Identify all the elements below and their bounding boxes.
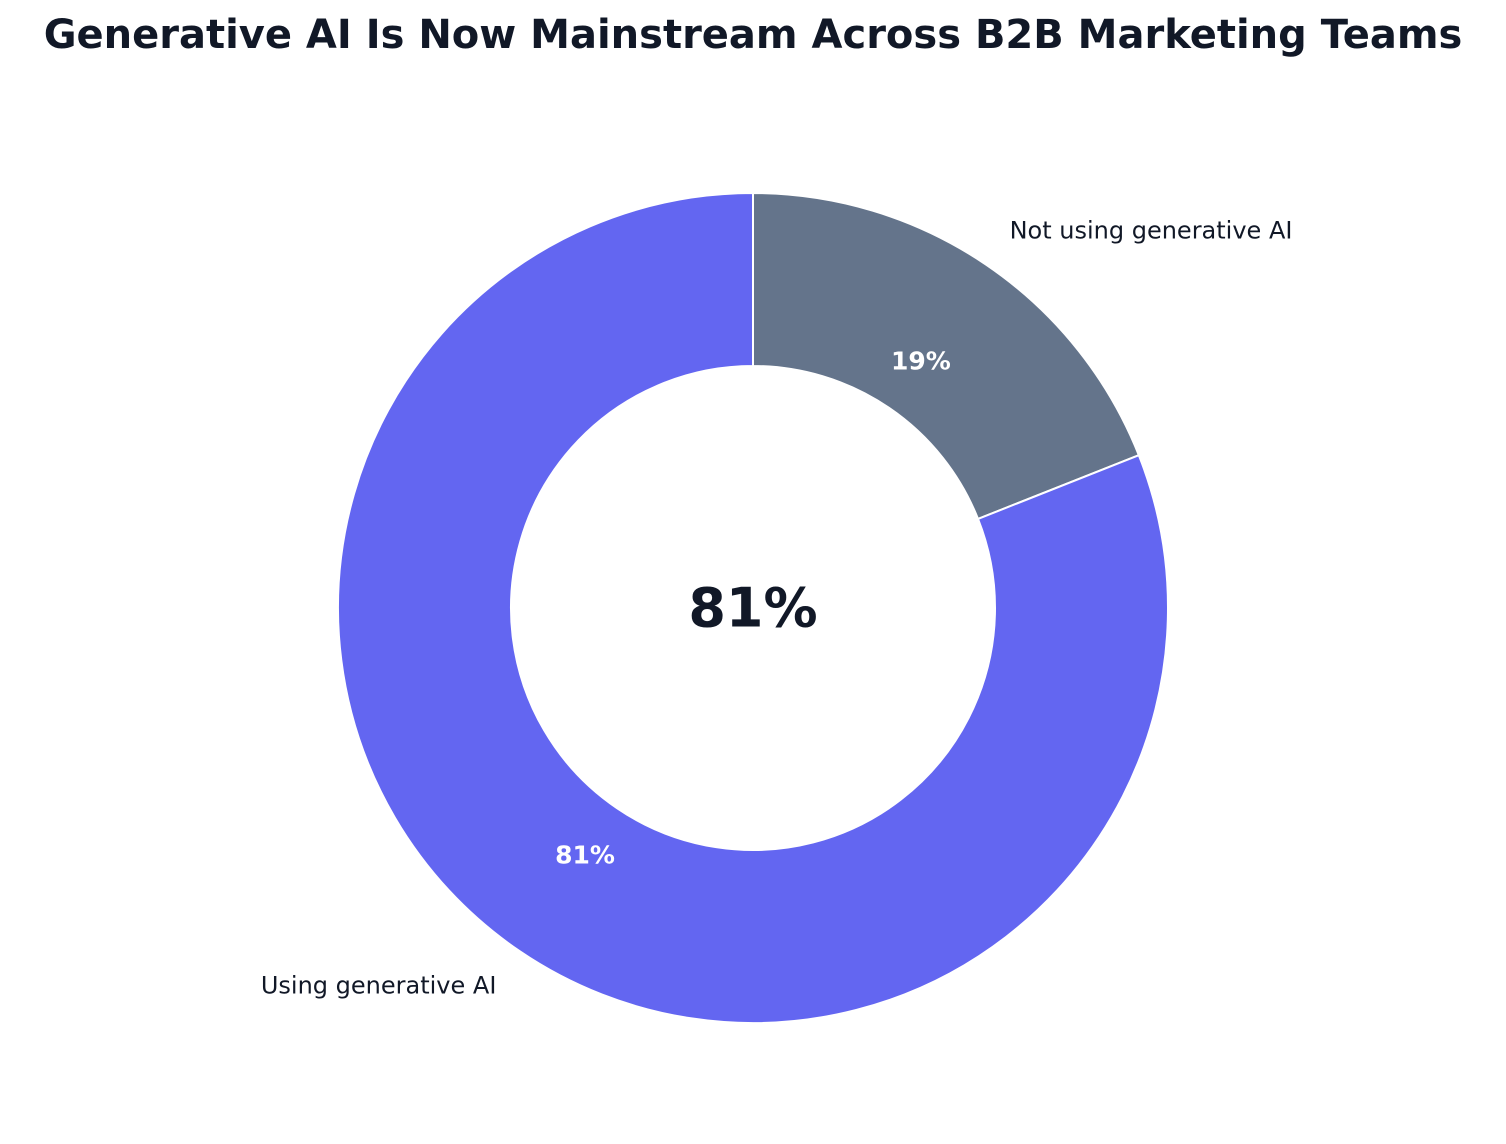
- center-label: 81%: [688, 577, 817, 640]
- slice-percent-1: 81%: [555, 841, 615, 870]
- donut-hole: [511, 366, 995, 850]
- slice-label-1: Using generative AI: [261, 972, 497, 1000]
- chart-title: Generative AI Is Now Mainstream Across B…: [44, 12, 1463, 58]
- slice-percent-0: 19%: [891, 346, 951, 375]
- labels-group: 19% 81% Not using generative AI Using gener…: [261, 216, 1293, 999]
- slice-label-0: Not using generative AI: [1010, 216, 1293, 244]
